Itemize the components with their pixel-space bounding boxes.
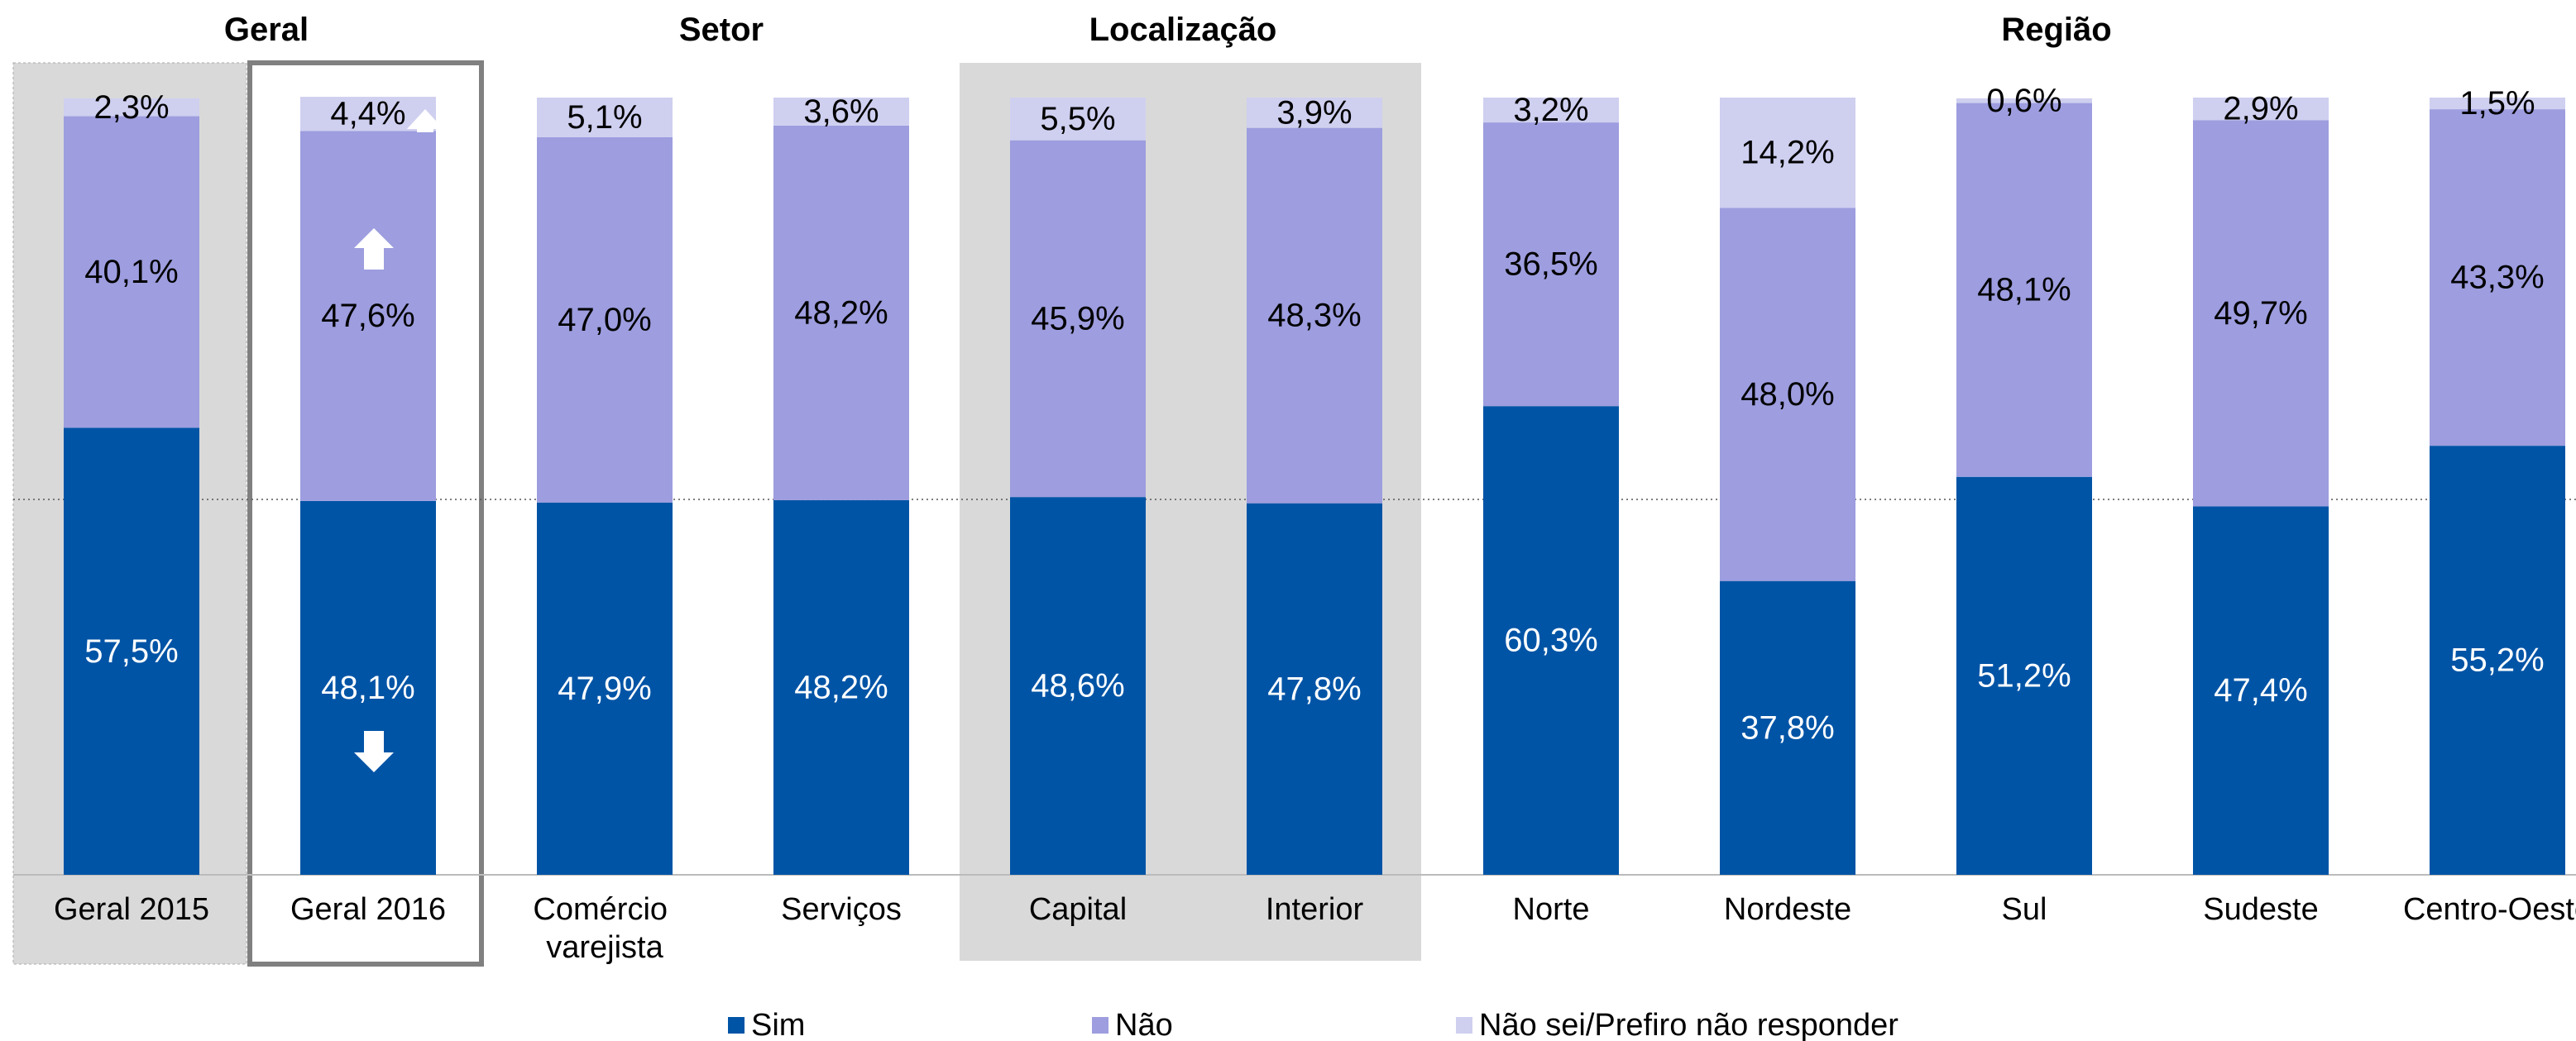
- value-label: 2,9%: [2223, 91, 2298, 127]
- bar-segment: [2430, 109, 2565, 446]
- legend: Sim Não Não sei/Prefiro não responder: [728, 1008, 1898, 1041]
- bar-segment: [64, 116, 199, 428]
- bar-segment: [537, 98, 673, 137]
- value-label: 60,3%: [1504, 623, 1597, 659]
- x-tick-label: Geral 2016: [290, 892, 446, 927]
- bar-segment: [2430, 98, 2565, 110]
- legend-label: Não sei/Prefiro não responder: [1479, 1008, 1898, 1041]
- highlight-box: [247, 60, 484, 967]
- value-label: 48,0%: [1740, 376, 1834, 413]
- down-arrow: [354, 731, 394, 772]
- x-tick-label: Comércio varejista: [533, 892, 676, 965]
- x-tick-label: Sudeste: [2203, 892, 2318, 927]
- value-label: 5,1%: [567, 99, 642, 136]
- bar-segment: [1247, 503, 1382, 875]
- value-label: 55,2%: [2450, 642, 2544, 679]
- value-label: 47,4%: [2214, 672, 2307, 709]
- x-tick-label: Serviços: [781, 892, 902, 927]
- bar-segment: [1720, 580, 1855, 875]
- x-tick-label: Capital: [1029, 892, 1127, 927]
- bar-segment: [2193, 506, 2329, 875]
- value-label: 45,9%: [1031, 300, 1124, 337]
- bar-segment: [64, 427, 199, 875]
- value-label: 48,1%: [321, 670, 414, 706]
- value-label: 5,5%: [1040, 101, 1115, 137]
- x-tick-label: Interior: [1266, 892, 1364, 927]
- group-label: Geral: [224, 12, 309, 48]
- value-label: 48,3%: [1267, 298, 1361, 334]
- legend-label: Sim: [751, 1008, 805, 1041]
- bar-segment: [1720, 208, 1855, 581]
- value-label: 47,9%: [558, 671, 651, 707]
- value-label: 14,2%: [1740, 135, 1834, 171]
- bar-segment: [1956, 98, 2092, 103]
- value-label: 57,5%: [84, 633, 178, 670]
- x-tick-label: Norte: [1513, 892, 1590, 927]
- value-label: 47,0%: [558, 302, 651, 338]
- value-label: 48,2%: [794, 294, 888, 331]
- value-label: 4,4%: [330, 96, 405, 132]
- value-label: 1,5%: [2459, 85, 2535, 122]
- group-label: Setor: [679, 12, 764, 48]
- arrows: [354, 109, 443, 772]
- value-label: 37,8%: [1740, 709, 1834, 746]
- bar-segment: [2193, 120, 2329, 507]
- x-tick-label: Nordeste: [1724, 892, 1851, 927]
- bar-segment: [773, 125, 909, 500]
- bar-segment: [1010, 140, 1146, 498]
- bar-segment: [2430, 446, 2565, 875]
- bar-segment: [64, 98, 199, 117]
- value-label: 49,7%: [2214, 295, 2307, 332]
- bar-segment: [1247, 98, 1382, 128]
- legend-swatch: [1092, 1017, 1108, 1034]
- value-label: 40,1%: [84, 254, 178, 290]
- x-tick-label: Geral 2015: [54, 892, 209, 927]
- bar-segment: [1483, 98, 1619, 123]
- value-label: 3,6%: [803, 93, 879, 130]
- value-label: 48,1%: [1977, 272, 2071, 308]
- bar-segment: [1247, 127, 1382, 504]
- x-tick-label: Sul: [2002, 892, 2047, 927]
- value-label: 51,2%: [1977, 657, 2071, 694]
- bar-segment: [1483, 406, 1619, 875]
- bar-segment: [773, 98, 909, 126]
- bar-segment: [1010, 497, 1146, 875]
- value-label: 36,5%: [1504, 246, 1597, 283]
- bar-segment: [1720, 98, 1855, 208]
- x-tick-label: Centro-Oeste: [2403, 892, 2576, 927]
- bars: 57,5% 40,1% 2,3% 48,1% 47,6% 4,4% 47,9% 47,0% 5,…: [64, 83, 2565, 875]
- up-arrow: [354, 228, 394, 270]
- bar-segment: [1956, 103, 2092, 477]
- value-label: 48,2%: [794, 669, 888, 705]
- bar-segment: [1483, 122, 1619, 407]
- legend-label: Não: [1115, 1008, 1173, 1041]
- value-label: 48,6%: [1031, 668, 1124, 704]
- value-label: 47,6%: [321, 298, 414, 334]
- value-label: 3,2%: [1513, 92, 1588, 128]
- bar-segment: [1956, 476, 2092, 875]
- bar-segment: [300, 131, 436, 501]
- bar-segment: [1010, 98, 1146, 141]
- value-label: 47,8%: [1267, 671, 1361, 707]
- bar-segment: [537, 502, 673, 875]
- group-label: Localização: [1089, 12, 1277, 48]
- bar-segment: [2193, 98, 2329, 121]
- value-label: 43,3%: [2450, 260, 2544, 296]
- value-label: 3,9%: [1276, 94, 1352, 131]
- up-arrow: [407, 109, 443, 132]
- bar-segment: [537, 136, 673, 503]
- bar-segment: [773, 499, 909, 875]
- group-label: Região: [2001, 12, 2111, 48]
- value-label: 2,3%: [93, 89, 169, 126]
- legend-swatch: [728, 1017, 745, 1034]
- legend-swatch: [1456, 1017, 1472, 1034]
- bar-segment: [300, 500, 436, 875]
- value-label: 0,6%: [1986, 83, 2061, 119]
